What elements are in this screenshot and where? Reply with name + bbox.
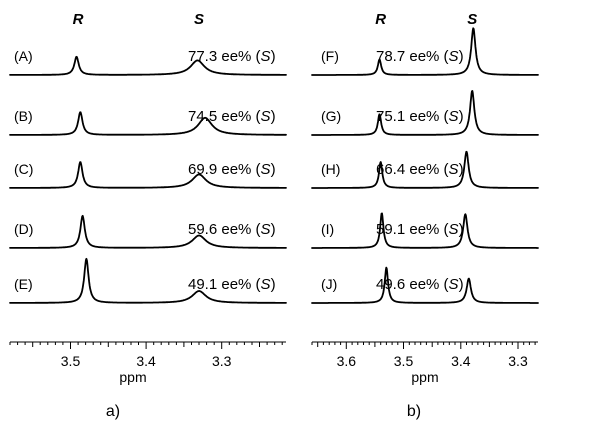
panel-a: R S(A) 77.3 ee% (S)(B) 74.5 ee% (S)(C) 69.9 … [9,11,287,420]
ee-config: S [449,276,459,293]
peak-label-r: R [375,11,386,28]
spectrum-i: (I) 59.1 ee% (S) [311,212,539,249]
ee-config: S [261,108,271,125]
trace-label: (I) [321,221,334,237]
ee-value: 59.1 ee% (S) [376,221,464,238]
ee-value: 69.9 ee% (S) [188,161,276,178]
ee-text: 59.6 ee% ( [188,221,261,238]
spectrum-trace [9,161,287,189]
x-axis: 3.5 3.4 3.3 ppm [9,341,286,385]
spectrum-trace [311,266,539,304]
ee-value: 49.1 ee% (S) [188,276,276,293]
panel-label: a) [106,403,120,420]
ee-value: 77.3 ee% (S) [188,48,276,65]
ee-close: ) [271,276,276,293]
trace-label: (B) [14,108,33,124]
ee-close: ) [271,108,276,125]
panel-b: R S(F) 78.7 ee% (S)(G) 75.1 ee% (S)(H) 66.4 … [311,11,539,420]
spectrum-trace [9,111,287,136]
trace-label: (D) [14,221,33,237]
ee-value: 66.4 ee% (S) [376,161,464,178]
ee-config: S [261,161,271,178]
ee-close: ) [459,48,464,65]
spectrum-d: (D) 59.6 ee% (S) [9,214,287,249]
ee-value: 49.6 ee% (S) [376,276,464,293]
trace-label: (F) [321,48,339,64]
ee-close: ) [271,221,276,238]
ee-text: 74.5 ee% ( [188,108,261,125]
ee-text: 66.4 ee% ( [376,161,449,178]
spectrum-h: (H) 66.4 ee% (S) [311,150,539,189]
trace-label: (J) [321,276,337,292]
tick-label: 3.5 [61,353,81,369]
x-axis-label: ppm [119,369,146,385]
ee-close: ) [459,276,464,293]
spectrum-c: (C) 69.9 ee% (S) [9,161,287,189]
ee-config: S [261,221,271,238]
trace-label: (A) [14,48,33,64]
tick-label: 3.3 [212,353,232,369]
tick-label: 3.5 [394,353,414,369]
ee-close: ) [459,108,464,125]
trace-label: (C) [14,161,33,177]
spectrum-f: (F) 78.7 ee% (S) [311,27,539,76]
ee-text: 75.1 ee% ( [376,108,449,125]
ee-close: ) [271,161,276,178]
ee-value: 59.6 ee% (S) [188,221,276,238]
spectrum-trace [9,55,287,76]
trace-label: (E) [14,276,33,292]
tick-label: 3.6 [337,353,357,369]
spectrum-a: (A) 77.3 ee% (S) [9,48,287,76]
ee-value: 78.7 ee% (S) [376,48,464,65]
spectrum-trace [311,150,539,189]
x-axis: 3.6 3.5 3.4 3.3 ppm [311,341,538,385]
spectrum-e: (E) 49.1 ee% (S) [9,257,287,304]
trace-label: (H) [321,161,340,177]
spectrum-trace [311,212,539,249]
ee-value: 74.5 ee% (S) [188,108,276,125]
spectrum-g: (G) 75.1 ee% (S) [311,90,539,136]
tick-label: 3.3 [508,353,528,369]
ee-config: S [449,161,459,178]
ee-config: S [261,276,271,293]
spectrum-b: (B) 74.5 ee% (S) [9,108,287,136]
ee-close: ) [459,221,464,238]
spectrum-trace [311,27,539,76]
ee-text: 77.3 ee% ( [188,48,261,65]
ee-text: 69.9 ee% ( [188,161,261,178]
panel-label: b) [407,403,421,420]
ee-close: ) [459,161,464,178]
ee-value: 75.1 ee% (S) [376,108,464,125]
peak-label-s: S [467,11,477,28]
spectrum-j: (J) 49.6 ee% (S) [311,266,539,304]
ee-text: 49.6 ee% ( [376,276,449,293]
peak-label-s: S [194,11,204,28]
ee-config: S [261,48,271,65]
spectrum-trace [9,257,287,304]
tick-label: 3.4 [451,353,471,369]
spectrum-trace [9,214,287,249]
x-axis-label: ppm [411,369,438,385]
spectrum-trace [311,90,539,136]
ee-text: 59.1 ee% ( [376,221,449,238]
ee-config: S [449,108,459,125]
ee-close: ) [271,48,276,65]
ee-text: 78.7 ee% ( [376,48,449,65]
tick-label: 3.4 [136,353,156,369]
ee-config: S [449,221,459,238]
ee-config: S [449,48,459,65]
peak-label-r: R [73,11,84,28]
ee-text: 49.1 ee% ( [188,276,261,293]
trace-label: (G) [321,108,341,124]
